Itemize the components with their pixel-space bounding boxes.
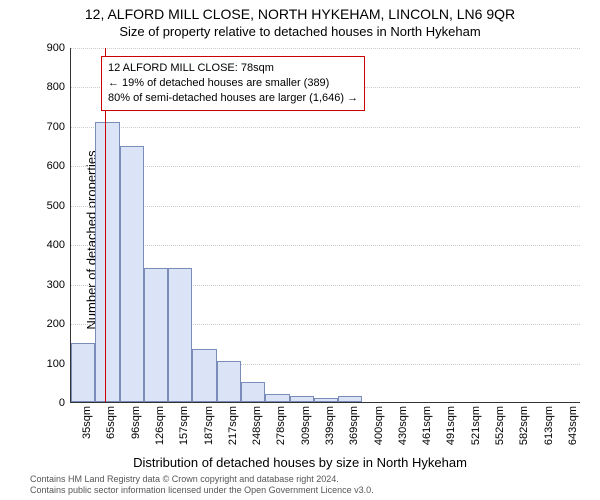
histogram-bar bbox=[144, 268, 168, 402]
y-tick-label: 500 bbox=[47, 200, 71, 212]
chart-subtitle: Size of property relative to detached ho… bbox=[0, 24, 600, 39]
x-tick-label: 65sqm bbox=[105, 406, 117, 439]
footnote-line: Contains HM Land Registry data © Crown c… bbox=[30, 474, 374, 485]
footnote: Contains HM Land Registry data © Crown c… bbox=[30, 474, 374, 496]
x-tick-label: 278sqm bbox=[275, 406, 287, 445]
gridline bbox=[71, 48, 580, 49]
annotation-line: 12 ALFORD MILL CLOSE: 78sqm bbox=[108, 61, 358, 76]
annotation-line: 80% of semi-detached houses are larger (… bbox=[108, 91, 358, 106]
x-tick-label: 217sqm bbox=[227, 406, 239, 445]
x-tick-label: 35sqm bbox=[81, 406, 93, 439]
x-tick-label: 157sqm bbox=[178, 406, 190, 445]
histogram-bar bbox=[241, 382, 265, 402]
histogram-bar bbox=[314, 398, 338, 402]
footnote-line: Contains public sector information licen… bbox=[30, 485, 374, 496]
x-tick-label: 369sqm bbox=[348, 406, 360, 445]
x-tick-label: 461sqm bbox=[421, 406, 433, 445]
x-tick-label: 613sqm bbox=[543, 406, 555, 445]
chart-title: 12, ALFORD MILL CLOSE, NORTH HYKEHAM, LI… bbox=[0, 6, 600, 22]
annotation-box: 12 ALFORD MILL CLOSE: 78sqm ← 19% of det… bbox=[101, 56, 365, 111]
y-tick-label: 300 bbox=[47, 279, 71, 291]
x-tick-label: 339sqm bbox=[324, 406, 336, 445]
x-tick-label: 400sqm bbox=[373, 406, 385, 445]
y-tick-label: 100 bbox=[47, 358, 71, 370]
x-tick-label: 309sqm bbox=[300, 406, 312, 445]
y-tick-label: 900 bbox=[47, 42, 71, 54]
y-tick-label: 800 bbox=[47, 81, 71, 93]
histogram-bar bbox=[192, 349, 216, 402]
x-tick-label: 491sqm bbox=[445, 406, 457, 445]
y-tick-label: 700 bbox=[47, 121, 71, 133]
histogram-bar bbox=[265, 394, 289, 402]
x-tick-label: 96sqm bbox=[130, 406, 142, 439]
x-tick-label: 582sqm bbox=[518, 406, 530, 445]
x-tick-label: 521sqm bbox=[470, 406, 482, 445]
x-tick-label: 552sqm bbox=[494, 406, 506, 445]
gridline bbox=[71, 245, 580, 246]
histogram-bar bbox=[217, 361, 241, 402]
histogram-bar bbox=[338, 396, 362, 402]
x-axis-label: Distribution of detached houses by size … bbox=[0, 455, 600, 470]
y-tick-label: 200 bbox=[47, 318, 71, 330]
plot-area: 010020030040050060070080090035sqm65sqm96… bbox=[70, 48, 580, 403]
y-tick-label: 600 bbox=[47, 160, 71, 172]
gridline bbox=[71, 206, 580, 207]
histogram-bar bbox=[168, 268, 192, 402]
y-tick-label: 400 bbox=[47, 239, 71, 251]
x-tick-label: 126sqm bbox=[154, 406, 166, 445]
histogram-bar bbox=[120, 146, 144, 402]
gridline bbox=[71, 166, 580, 167]
annotation-line: ← 19% of detached houses are smaller (38… bbox=[108, 76, 358, 91]
x-tick-label: 248sqm bbox=[251, 406, 263, 445]
histogram-bar bbox=[95, 122, 119, 402]
x-tick-label: 187sqm bbox=[203, 406, 215, 445]
x-tick-label: 430sqm bbox=[397, 406, 409, 445]
x-tick-label: 643sqm bbox=[567, 406, 579, 445]
histogram-bar bbox=[71, 343, 95, 402]
y-tick-label: 0 bbox=[59, 397, 71, 409]
gridline bbox=[71, 127, 580, 128]
histogram-bar bbox=[290, 396, 314, 402]
